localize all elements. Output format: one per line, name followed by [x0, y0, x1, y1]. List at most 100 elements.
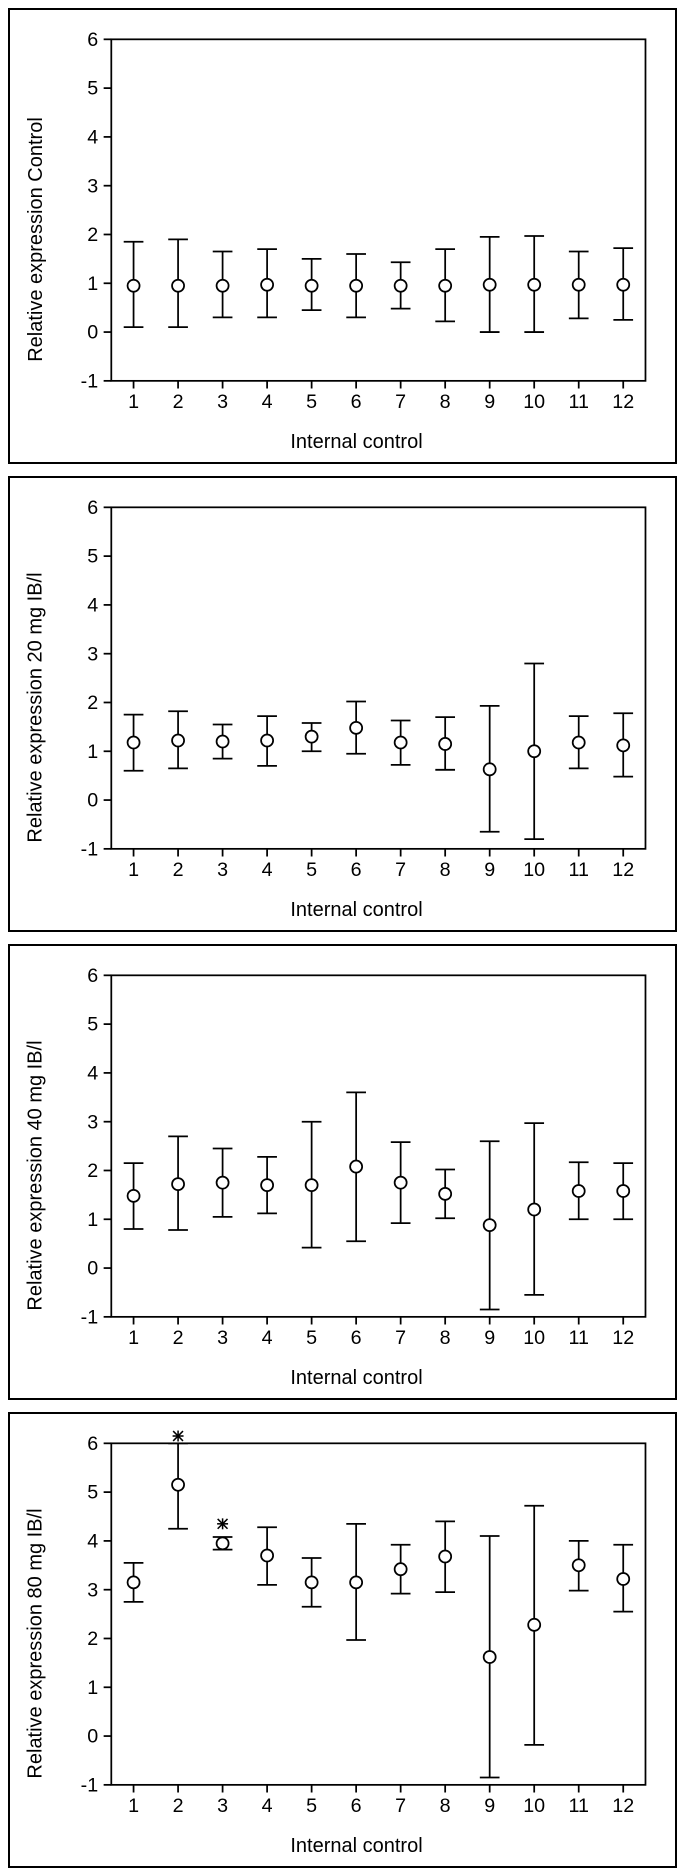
data-marker: [573, 1559, 585, 1571]
y-tick-label: 5: [87, 1482, 98, 1504]
x-tick-label: 6: [351, 1795, 362, 1817]
y-tick-label: 2: [87, 1160, 98, 1182]
x-tick-label: 10: [523, 1795, 545, 1817]
data-marker: [172, 280, 184, 292]
y-tick-label: 3: [87, 1111, 98, 1133]
y-axis-label: Relative expression 20 mg IB/l: [25, 572, 48, 842]
y-tick-label: 6: [87, 497, 98, 519]
plot-frame: [111, 975, 645, 1317]
y-tick-label: 6: [87, 29, 98, 51]
data-marker: [528, 279, 540, 291]
x-tick-label: 3: [217, 391, 228, 413]
y-tick-label: 1: [87, 273, 98, 295]
plot-col: -10123456123456789101112Internal control: [50, 492, 663, 922]
x-tick-label: 2: [173, 391, 184, 413]
data-marker: [306, 1179, 318, 1191]
error-bar-chart-3: -10123456123456789101112: [50, 960, 663, 1365]
data-marker: [617, 279, 629, 291]
y-tick-label: 5: [87, 546, 98, 568]
x-tick-label: 1: [128, 859, 139, 881]
chart-wrap: Relative expression 80 mg IB/l-101234561…: [22, 1428, 663, 1858]
y-tick-label: 5: [87, 78, 98, 100]
x-tick-label: 1: [128, 391, 139, 413]
chart-panel: Relative expression 40 mg IB/l-101234561…: [8, 944, 677, 1400]
data-marker: [439, 280, 451, 292]
ylabel-col: Relative expression Control: [22, 24, 50, 454]
y-tick-label: -1: [81, 1306, 99, 1328]
data-marker: [306, 280, 318, 292]
x-tick-label: 6: [351, 859, 362, 881]
data-marker: [439, 1551, 451, 1563]
x-tick-label: 4: [262, 1795, 273, 1817]
x-tick-label: 8: [440, 859, 451, 881]
x-tick-label: 7: [395, 391, 406, 413]
y-tick-label: 4: [87, 1531, 98, 1553]
data-marker: [350, 1576, 362, 1588]
chart-wrap: Relative expression 20 mg IB/l-101234561…: [22, 492, 663, 922]
x-tick-label: 9: [484, 859, 495, 881]
data-marker: [128, 280, 140, 292]
chart-panel: Relative expression 80 mg IB/l-101234561…: [8, 1412, 677, 1868]
x-tick-label: 11: [568, 1327, 588, 1349]
x-axis-label: Internal control: [50, 1835, 663, 1858]
y-tick-label: 6: [87, 965, 98, 987]
data-marker: [350, 722, 362, 734]
data-marker: [217, 1537, 229, 1549]
x-tick-label: 8: [440, 1327, 451, 1349]
data-marker: [172, 1178, 184, 1190]
data-marker: [395, 280, 407, 292]
chart-page: Relative expression Control-101234561234…: [0, 0, 685, 1876]
data-marker: [306, 1576, 318, 1588]
y-axis-label: Relative expression 40 mg IB/l: [25, 1040, 48, 1310]
y-tick-label: 0: [87, 1726, 98, 1748]
y-tick-label: 4: [87, 126, 98, 148]
data-marker: [439, 738, 451, 750]
x-tick-label: 9: [484, 1327, 495, 1349]
y-tick-label: -1: [81, 1774, 99, 1796]
data-marker: [172, 1479, 184, 1491]
data-marker: [395, 1177, 407, 1189]
data-marker: [261, 1179, 273, 1191]
chart-wrap: Relative expression 40 mg IB/l-101234561…: [22, 960, 663, 1390]
ylabel-col: Relative expression 40 mg IB/l: [22, 960, 50, 1390]
data-marker: [528, 745, 540, 757]
ylabel-col: Relative expression 80 mg IB/l: [22, 1428, 50, 1858]
data-marker: [261, 735, 273, 747]
y-tick-label: 1: [87, 1209, 98, 1231]
x-tick-label: 6: [351, 391, 362, 413]
x-tick-label: 6: [351, 1327, 362, 1349]
x-tick-label: 7: [395, 859, 406, 881]
data-marker: [128, 1190, 140, 1202]
x-tick-label: 1: [128, 1327, 139, 1349]
x-tick-label: 12: [612, 391, 634, 413]
chart-wrap: Relative expression Control-101234561234…: [22, 24, 663, 454]
error-bar-chart-1: -10123456123456789101112: [50, 24, 663, 429]
y-tick-label: 4: [87, 594, 98, 616]
plot-frame: [111, 507, 645, 849]
y-tick-label: 1: [87, 1677, 98, 1699]
y-tick-label: 2: [87, 224, 98, 246]
x-tick-label: 2: [173, 1327, 184, 1349]
data-marker: [528, 1619, 540, 1631]
data-marker: [439, 1188, 451, 1200]
x-axis-label: Internal control: [50, 1367, 663, 1390]
plot-frame: [111, 39, 645, 381]
y-tick-label: 2: [87, 1628, 98, 1650]
data-marker: [350, 1161, 362, 1173]
x-axis-label: Internal control: [50, 899, 663, 922]
data-marker: [484, 1219, 496, 1231]
data-marker: [617, 1185, 629, 1197]
plot-col: -10123456123456789101112Internal control: [50, 1428, 663, 1858]
x-tick-label: 12: [612, 1327, 634, 1349]
y-tick-label: 3: [87, 175, 98, 197]
y-axis-label: Relative expression 80 mg IB/l: [25, 1508, 48, 1778]
x-tick-label: 3: [217, 1327, 228, 1349]
x-tick-label: 12: [612, 1795, 634, 1817]
data-marker: [395, 736, 407, 748]
y-tick-label: 3: [87, 643, 98, 665]
x-tick-label: 5: [306, 859, 317, 881]
x-tick-label: 4: [262, 859, 273, 881]
x-tick-label: 11: [568, 1795, 588, 1817]
data-marker: [573, 279, 585, 291]
data-marker: [217, 1177, 229, 1189]
